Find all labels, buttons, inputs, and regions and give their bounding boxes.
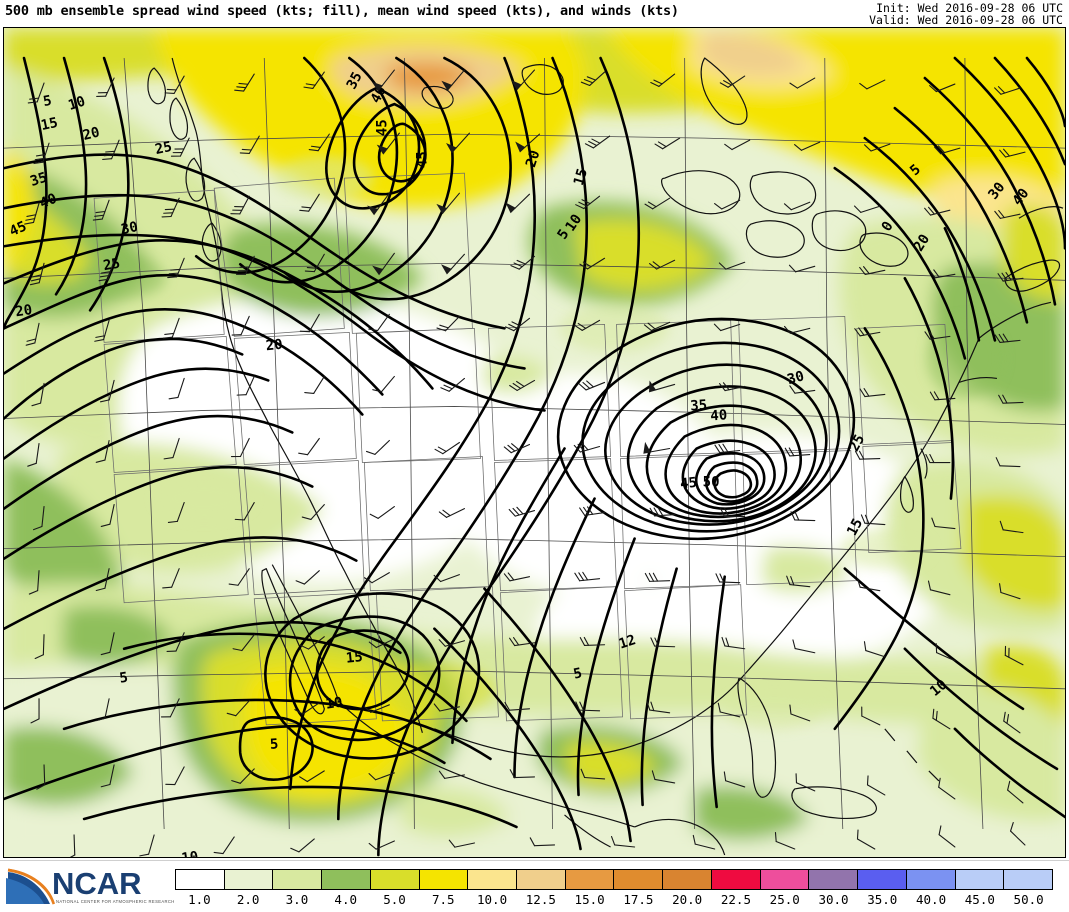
colorbar-cell[interactable] (614, 870, 664, 889)
svg-text:15: 15 (345, 649, 363, 667)
svg-text:10: 10 (180, 849, 199, 857)
wind-barb-layer (24, 69, 1026, 857)
colorbar[interactable] (175, 869, 1053, 890)
colorbar-tick-label: 35.0 (867, 892, 898, 907)
ncar-wordmark: NCAR (52, 866, 142, 901)
svg-text:15: 15 (40, 115, 60, 134)
colorbar-cell[interactable] (370, 870, 420, 889)
svg-text:20: 20 (911, 232, 933, 255)
svg-text:5: 5 (572, 665, 584, 682)
svg-text:20: 20 (81, 124, 101, 144)
svg-text:35: 35 (28, 170, 49, 190)
colorbar-cell[interactable] (224, 870, 274, 889)
colorbar-cell[interactable] (322, 870, 371, 889)
ncar-logo (4, 864, 164, 908)
colorbar-tick-label: 40.0 (915, 892, 947, 907)
svg-text:20: 20 (523, 148, 543, 169)
colorbar-cell[interactable] (273, 870, 323, 889)
colorbar-tick-label: 20.0 (672, 892, 703, 907)
colorbar-tick-label: 12.5 (525, 892, 556, 907)
svg-text:45: 45 (7, 218, 29, 239)
colorbar-tick-label: 45.0 (964, 892, 995, 907)
colorbar-tick-label: 15.0 (574, 892, 605, 907)
svg-text:5: 5 (42, 93, 53, 110)
colorbar-cell[interactable] (565, 870, 615, 889)
svg-text:5: 5 (118, 670, 129, 687)
svg-text:45: 45 (374, 119, 390, 136)
svg-text:15: 15 (571, 167, 591, 188)
colorbar-tick-label: 2.0 (236, 892, 260, 907)
colorbar-tick-label: 22.5 (720, 892, 751, 907)
colorbar-cell[interactable] (906, 870, 956, 889)
colorbar-tick-label: 7.5 (431, 892, 455, 907)
svg-text:30: 30 (120, 219, 140, 238)
ncar-mark-icon (6, 867, 57, 905)
svg-text:45: 45 (414, 151, 430, 168)
colorbar-cell[interactable] (711, 870, 761, 889)
colorbar-cell[interactable] (663, 870, 712, 889)
time-stamp-box: Init: Wed 2016-09-28 06 UTC Valid: Wed 2… (835, 0, 1069, 27)
svg-text:12: 12 (617, 632, 638, 652)
svg-text:5: 5 (269, 736, 279, 753)
colorbar-cell[interactable] (955, 870, 1005, 889)
svg-text:20: 20 (265, 337, 283, 355)
svg-text:50: 50 (703, 475, 720, 491)
svg-text:40: 40 (368, 84, 390, 106)
colorbar-cell[interactable] (858, 870, 907, 889)
svg-text:20: 20 (14, 302, 33, 320)
svg-text:35: 35 (344, 70, 366, 92)
svg-text:25: 25 (846, 432, 868, 454)
svg-text:10: 10 (66, 93, 87, 113)
svg-text:25: 25 (102, 256, 121, 275)
colorbar-cell[interactable] (517, 870, 566, 889)
valid-time-label: Valid: Wed 2016-09-28 06 UTC (869, 13, 1063, 27)
colorbar-cell[interactable] (468, 870, 518, 889)
header: 500 mb ensemble spread wind speed (kts; … (0, 0, 1069, 27)
footer-divider (0, 860, 1069, 861)
svg-text:35: 35 (690, 397, 708, 414)
colorbar-tick-label: 25.0 (769, 892, 800, 907)
colorbar-cell[interactable] (809, 870, 859, 889)
colorbar-tick-label: 4.0 (334, 892, 358, 907)
colorbar-cell[interactable] (419, 870, 469, 889)
colorbar-tick-label: 17.5 (623, 892, 654, 907)
svg-text:45: 45 (679, 475, 697, 493)
ncar-tagline: NATIONAL CENTER FOR ATMOSPHERIC RESEARCH (56, 899, 175, 904)
colorbar-tick-labels: 1.0 2.0 3.0 4.0 5.0 7.5 10.0 12.5 15.0 17.5 20.0 22… (175, 892, 1053, 909)
isotach-contour-layer: 5 10 15 20 25 35 40 45 30 25 20 20 35 40… (4, 56, 1065, 857)
spread-fill-layer (4, 28, 1065, 857)
svg-text:10: 10 (563, 212, 586, 235)
svg-text:25: 25 (154, 139, 174, 158)
colorbar-tick-label: 5.0 (383, 892, 406, 907)
svg-text:10: 10 (325, 695, 344, 713)
colorbar-tick-label: 50.0 (1013, 892, 1044, 907)
map-panel[interactable]: 5 10 15 20 25 35 40 45 30 25 20 20 35 40… (3, 27, 1066, 858)
colorbar-tick-label: 3.0 (285, 892, 309, 907)
svg-text:40: 40 (38, 191, 60, 212)
page-title: 500 mb ensemble spread wind speed (kts; … (5, 3, 679, 19)
colorbar-tick-label: 1.0 (188, 892, 211, 907)
contour-label-5: 5 (42, 93, 53, 110)
colorbar-cell[interactable] (1004, 870, 1052, 889)
svg-text:30: 30 (785, 368, 806, 388)
colorbar-cell[interactable] (176, 870, 225, 889)
colorbar-tick-label: 10.0 (476, 892, 508, 907)
svg-text:15: 15 (844, 516, 866, 538)
init-time-label: Init: Wed 2016-09-28 06 UTC (876, 1, 1063, 15)
svg-text:40: 40 (710, 407, 728, 424)
colorbar-cell[interactable] (760, 870, 810, 889)
colorbar-tick-label: 30.0 (818, 892, 849, 907)
